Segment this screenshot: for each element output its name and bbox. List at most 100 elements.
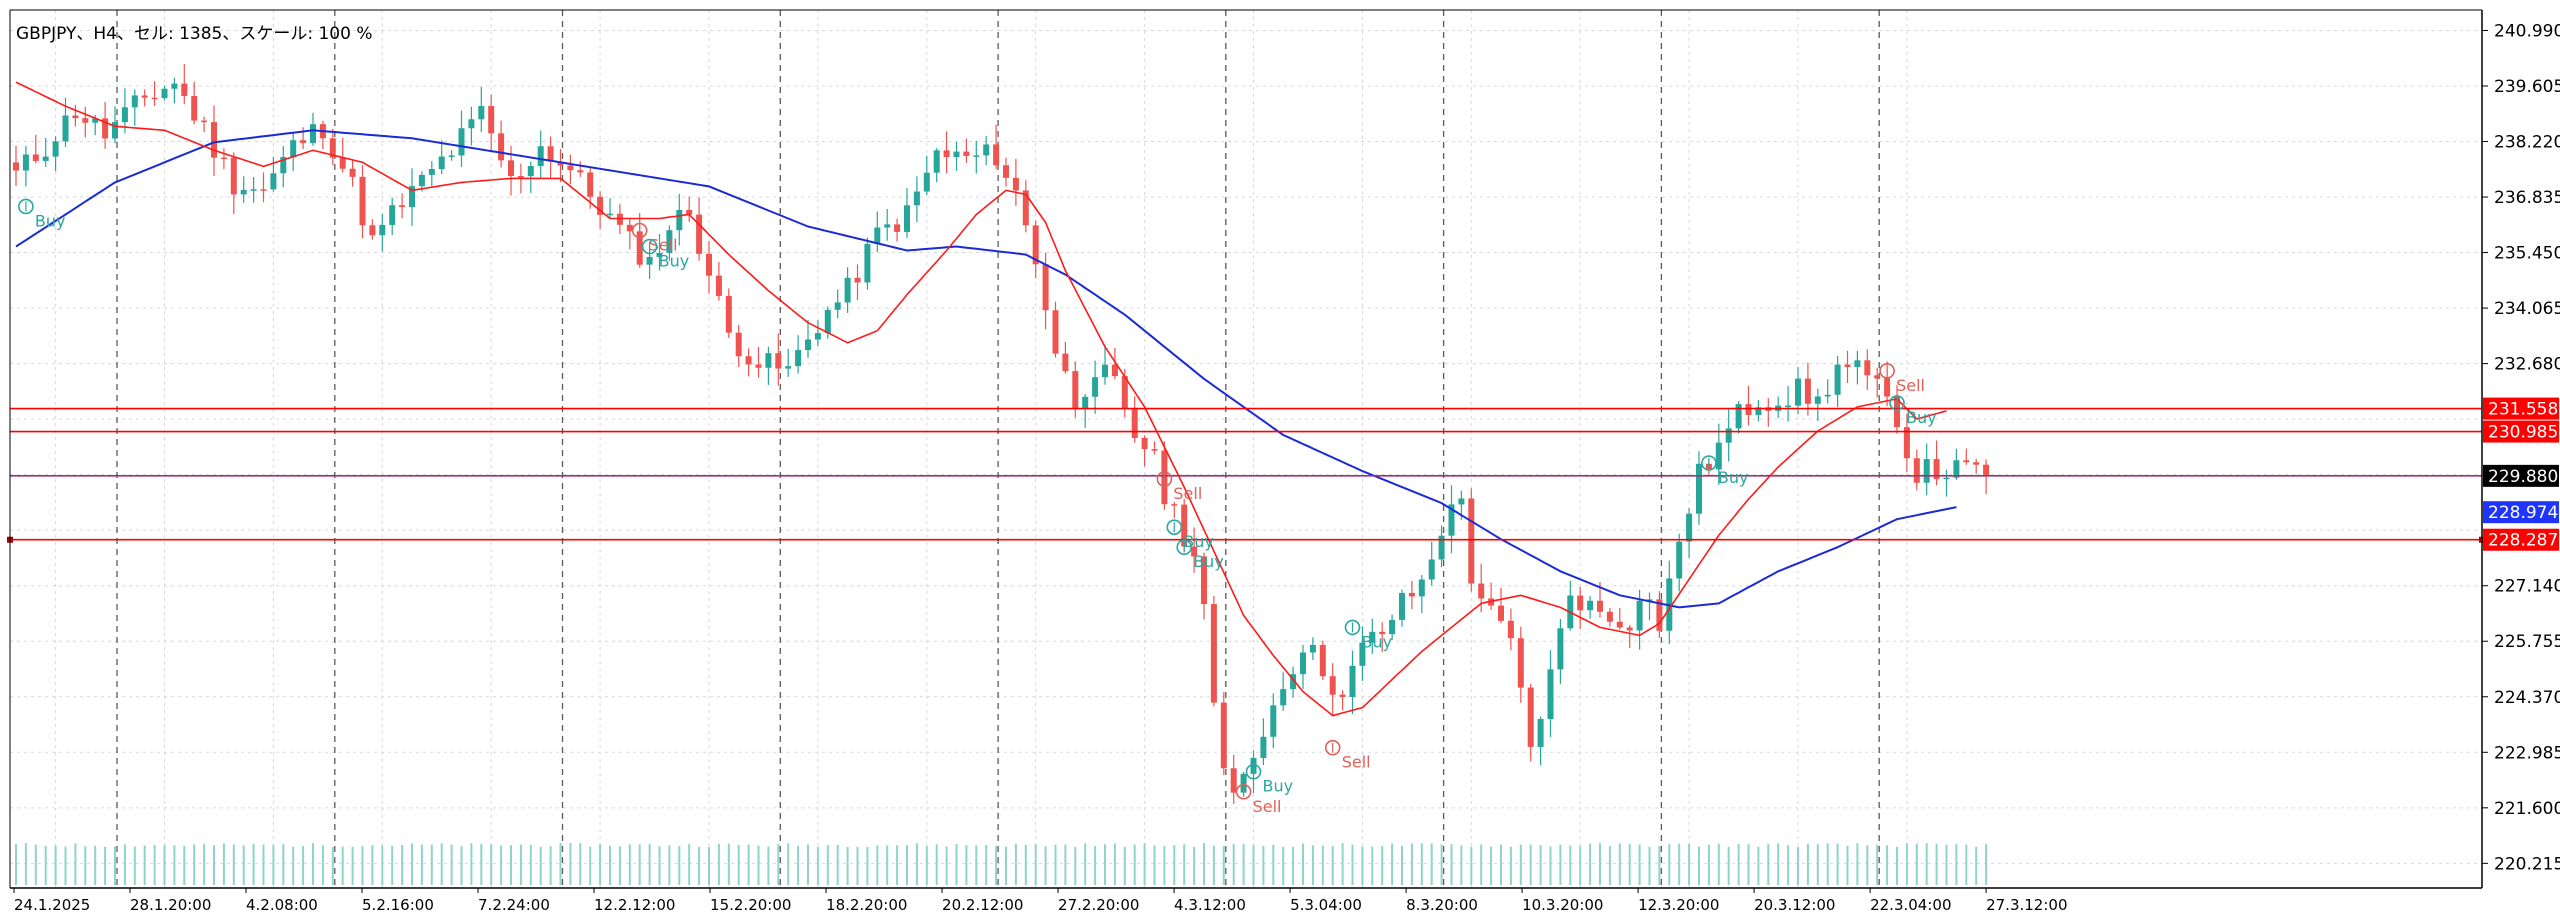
candle-body[interactable] xyxy=(339,157,346,169)
candle-body[interactable] xyxy=(1290,674,1297,690)
candle-body[interactable] xyxy=(468,119,475,129)
candle-body[interactable] xyxy=(1973,462,1980,465)
candle-body[interactable] xyxy=(1933,459,1940,480)
candle-body[interactable] xyxy=(1874,375,1881,379)
candle-body[interactable] xyxy=(418,174,425,187)
candle-body[interactable] xyxy=(557,161,564,166)
candle-body[interactable] xyxy=(448,155,455,157)
candle-body[interactable] xyxy=(92,118,99,123)
candle-body[interactable] xyxy=(1468,498,1475,584)
candle-body[interactable] xyxy=(13,162,19,171)
candle-body[interactable] xyxy=(1003,165,1009,178)
price-tag[interactable] xyxy=(2483,528,2559,551)
candle-body[interactable] xyxy=(1349,665,1356,698)
candle-body[interactable] xyxy=(1894,396,1900,428)
candle-body[interactable] xyxy=(1220,702,1227,769)
candle-body[interactable] xyxy=(874,227,881,244)
candle-body[interactable] xyxy=(240,189,247,195)
candle-body[interactable] xyxy=(82,118,89,123)
candle-body[interactable] xyxy=(121,107,128,123)
candle-body[interactable] xyxy=(1141,437,1148,450)
candle-body[interactable] xyxy=(1458,498,1465,505)
candle-body[interactable] xyxy=(1121,376,1128,409)
candle-body[interactable] xyxy=(1498,605,1504,621)
candle-body[interactable] xyxy=(805,339,811,351)
candle-body[interactable] xyxy=(1923,459,1930,483)
candle-body[interactable] xyxy=(478,105,485,120)
candle-body[interactable] xyxy=(1448,504,1455,536)
candle-body[interactable] xyxy=(438,156,445,170)
candle-body[interactable] xyxy=(1428,559,1435,580)
candle-body[interactable] xyxy=(1240,773,1247,793)
candle-body[interactable] xyxy=(1884,378,1891,397)
candle-body[interactable] xyxy=(181,83,188,97)
candle-body[interactable] xyxy=(646,256,653,265)
candle-body[interactable] xyxy=(1903,427,1910,459)
candle-body[interactable] xyxy=(1785,405,1792,408)
candle-body[interactable] xyxy=(1181,504,1188,547)
candle-body[interactable] xyxy=(131,95,138,108)
candle-body[interactable] xyxy=(280,156,287,174)
candle-body[interactable] xyxy=(310,124,316,143)
candle-body[interactable] xyxy=(577,170,584,173)
candle-body[interactable] xyxy=(1854,360,1861,367)
candle-body[interactable] xyxy=(607,213,613,216)
candle-body[interactable] xyxy=(1369,631,1376,643)
candle-body[interactable] xyxy=(1408,592,1415,597)
candle-body[interactable] xyxy=(62,115,69,142)
candle-body[interactable] xyxy=(824,309,831,334)
candle-body[interactable] xyxy=(1300,652,1306,675)
candle-body[interactable] xyxy=(1537,719,1544,747)
candle-body[interactable] xyxy=(1339,694,1346,698)
candle-body[interactable] xyxy=(349,168,356,177)
candle-body[interactable] xyxy=(1844,364,1851,367)
candle-body[interactable] xyxy=(656,252,663,257)
candle-body[interactable] xyxy=(300,140,307,143)
candle-body[interactable] xyxy=(1270,705,1277,737)
candle-body[interactable] xyxy=(1389,619,1396,635)
candle-body[interactable] xyxy=(171,83,178,89)
candle-body[interactable] xyxy=(626,224,633,232)
candle-body[interactable] xyxy=(508,160,514,177)
candle-body[interactable] xyxy=(676,209,683,231)
candle-body[interactable] xyxy=(260,189,267,191)
candle-body[interactable] xyxy=(1210,604,1217,703)
candle-body[interactable] xyxy=(1399,592,1405,620)
candle-body[interactable] xyxy=(1280,689,1287,706)
candle-body[interactable] xyxy=(864,243,871,283)
candle-body[interactable] xyxy=(329,138,336,158)
candle-body[interactable] xyxy=(1082,396,1089,410)
candle-body[interactable] xyxy=(933,150,940,173)
candle-body[interactable] xyxy=(1834,364,1841,395)
candle-body[interactable] xyxy=(1478,583,1485,599)
candle-body[interactable] xyxy=(1260,736,1267,758)
candle-body[interactable] xyxy=(547,146,554,162)
candle-body[interactable] xyxy=(1963,460,1970,463)
candle-body[interactable] xyxy=(983,144,990,156)
candle-body[interactable] xyxy=(1725,428,1732,443)
candle-body[interactable] xyxy=(369,225,376,236)
candle-body[interactable] xyxy=(1201,556,1207,605)
candle-body[interactable] xyxy=(72,115,79,119)
candle-body[interactable] xyxy=(904,205,910,232)
candle-body[interactable] xyxy=(636,231,643,265)
candle-body[interactable] xyxy=(1102,364,1108,378)
candle-body[interactable] xyxy=(161,88,168,99)
candle-body[interactable] xyxy=(359,176,366,226)
candle-body[interactable] xyxy=(755,364,762,368)
candle-body[interactable] xyxy=(1626,627,1633,631)
candle-body[interactable] xyxy=(1795,378,1801,406)
candle-body[interactable] xyxy=(1319,644,1326,677)
candle-body[interactable] xyxy=(1309,644,1316,653)
candle-body[interactable] xyxy=(795,350,802,367)
candle-body[interactable] xyxy=(1092,377,1099,397)
candle-body[interactable] xyxy=(1527,687,1534,747)
candle-body[interactable] xyxy=(1814,396,1821,404)
candle-body[interactable] xyxy=(1022,190,1029,226)
candle-body[interactable] xyxy=(1597,600,1603,612)
candle-body[interactable] xyxy=(943,150,950,158)
candle-body[interactable] xyxy=(1745,404,1752,415)
candle-body[interactable] xyxy=(1151,449,1158,451)
candle-body[interactable] xyxy=(1052,310,1059,354)
